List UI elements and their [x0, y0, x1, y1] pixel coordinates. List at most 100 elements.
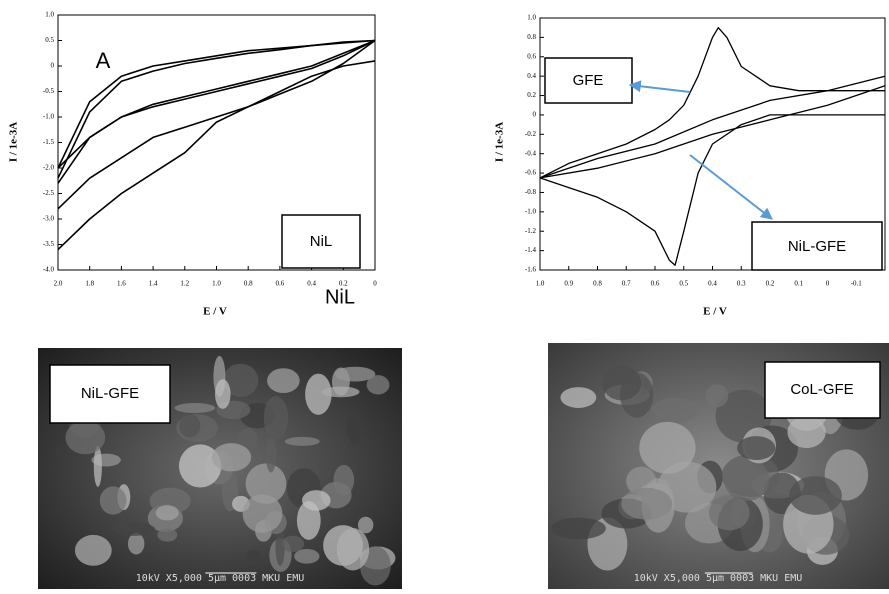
- y-tick-label: 0.5: [45, 36, 54, 44]
- x-tick-label: 2.0: [54, 280, 63, 288]
- sem-grain: [706, 384, 729, 407]
- arrow: [630, 85, 690, 92]
- image-footer: 10kV X5,000 5µm 0003 MKU EMU: [136, 573, 305, 584]
- y-tick-label: -2.0: [43, 164, 55, 172]
- annotation: A: [96, 48, 111, 73]
- x-tick-label: 0.7: [622, 280, 631, 288]
- x-tick-label: 1.0: [212, 280, 221, 288]
- y-tick-label: -1.5: [43, 138, 55, 146]
- y-tick-label: 0.4: [527, 72, 536, 80]
- annotation: NiL: [325, 286, 355, 308]
- y-axis-title: I / 1e-3A: [494, 122, 506, 162]
- sem-grain: [267, 368, 300, 393]
- x-tick-label: 0.6: [276, 280, 285, 288]
- sem-grain: [156, 505, 179, 520]
- y-tick-label: -2.5: [43, 189, 55, 197]
- sem-grain: [551, 518, 606, 540]
- sem-grain: [75, 535, 112, 566]
- image-label: CoL-GFE: [790, 381, 853, 398]
- x-tick-label: 1.6: [117, 280, 126, 288]
- sem-grain: [212, 443, 251, 471]
- x-tick-label: 0.3: [737, 280, 746, 288]
- x-tick-label: 0.9: [564, 280, 573, 288]
- sem-grain: [179, 414, 200, 437]
- y-tick-label: -1.6: [525, 266, 537, 274]
- sem-grain: [157, 528, 177, 541]
- y-tick-label: -3.0: [43, 215, 55, 223]
- x-axis-title: E / V: [703, 306, 727, 318]
- sem-grain: [621, 488, 672, 520]
- sem-grain: [100, 486, 127, 514]
- sem-grain: [724, 458, 769, 501]
- y-tick-label: -1.2: [525, 227, 537, 235]
- y-tick-label: -1.0: [43, 113, 55, 121]
- sem-grain: [243, 494, 283, 532]
- image-footer: 10kV X5,000 5µm 0003 MKU EMU: [634, 573, 803, 584]
- x-tick-label: 0.5: [679, 280, 688, 288]
- y-tick-label: -1.0: [525, 207, 537, 215]
- annotation: NiL-GFE: [788, 238, 846, 255]
- x-tick-label: 1.8: [85, 280, 94, 288]
- sem-grain: [560, 387, 596, 408]
- x-tick-label: 0.6: [651, 280, 660, 288]
- x-tick-label: 0.2: [766, 280, 775, 288]
- arrow: [690, 155, 772, 219]
- sem-grain: [322, 386, 359, 397]
- y-tick-label: -0.8: [525, 188, 537, 196]
- sem-grain: [175, 403, 216, 413]
- x-tick-label: 1.0: [536, 280, 545, 288]
- y-tick-label: -4.0: [43, 266, 55, 274]
- y-tick-label: 1.0: [45, 11, 54, 19]
- sem-grain: [285, 437, 320, 446]
- sem-grain: [65, 421, 105, 455]
- sem-grain: [282, 536, 304, 552]
- y-tick-label: -0.2: [525, 130, 537, 138]
- sem-grain: [266, 437, 277, 473]
- sem-grain: [737, 436, 775, 460]
- y-tick-label: 0: [51, 62, 55, 70]
- y-tick-label: 0.8: [527, 33, 536, 41]
- sem-grain: [264, 396, 288, 440]
- cv-chart-nil: 1.0 0.5 0 -0.5 -1.0 -1.5 -2.0 -2.5 -3.0 -3.5 -4.0 2…: [8, 11, 378, 318]
- x-tick-label: 0.4: [708, 280, 717, 288]
- image-label: NiL-GFE: [81, 385, 139, 402]
- y-tick-label: -1.4: [525, 246, 537, 254]
- sem-grain: [602, 365, 641, 400]
- x-tick-label: 0: [373, 280, 377, 288]
- annotation: GFE: [573, 72, 604, 89]
- y-tick-label: -3.5: [43, 240, 55, 248]
- annotation: NiL: [310, 233, 333, 250]
- x-tick-label: 0.8: [593, 280, 602, 288]
- y-tick-label: -0.4: [525, 149, 537, 157]
- sem-grain: [652, 398, 698, 423]
- y-tick-label: 1.0: [527, 14, 536, 22]
- sem-grain: [367, 375, 390, 394]
- y-tick-label: 0.2: [527, 91, 536, 99]
- y-tick-label: 0: [533, 111, 537, 119]
- sem-grain: [347, 410, 363, 444]
- x-tick-label: -0.1: [851, 280, 863, 288]
- sem-grain: [334, 465, 355, 495]
- cv-chart-gfe: 1.0 0.8 0.6 0.4 0.2 0 -0.2 -0.4 -0.6 -0.8 -1.0 -1.2…: [494, 14, 885, 318]
- sem-grain: [128, 533, 144, 554]
- sem-grain: [56, 443, 67, 459]
- x-tick-label: 0.4: [307, 280, 316, 288]
- x-tick-label: 1.2: [180, 280, 189, 288]
- sem-grain: [112, 522, 155, 535]
- sem-grain: [302, 490, 331, 511]
- x-tick-label: 0.8: [244, 280, 253, 288]
- sem-grain: [337, 528, 370, 571]
- figure: 1.0 0.5 0 -0.5 -1.0 -1.5 -2.0 -2.5 -3.0 -3.5 -4.0 2…: [0, 0, 889, 589]
- x-tick-label: 0: [826, 280, 830, 288]
- x-tick-label: 0.1: [794, 280, 803, 288]
- x-tick-label: 1.4: [149, 280, 158, 288]
- sem-grain: [215, 379, 231, 409]
- y-tick-label: -0.5: [43, 87, 55, 95]
- y-tick-label: 0.6: [527, 52, 536, 60]
- sem-grain: [294, 549, 319, 564]
- sem-grain: [246, 550, 261, 563]
- sem-grain: [789, 476, 842, 515]
- sem-grain: [358, 517, 373, 534]
- y-axis-title: I / 1e-3A: [8, 122, 20, 162]
- y-tick-label: -0.6: [525, 169, 537, 177]
